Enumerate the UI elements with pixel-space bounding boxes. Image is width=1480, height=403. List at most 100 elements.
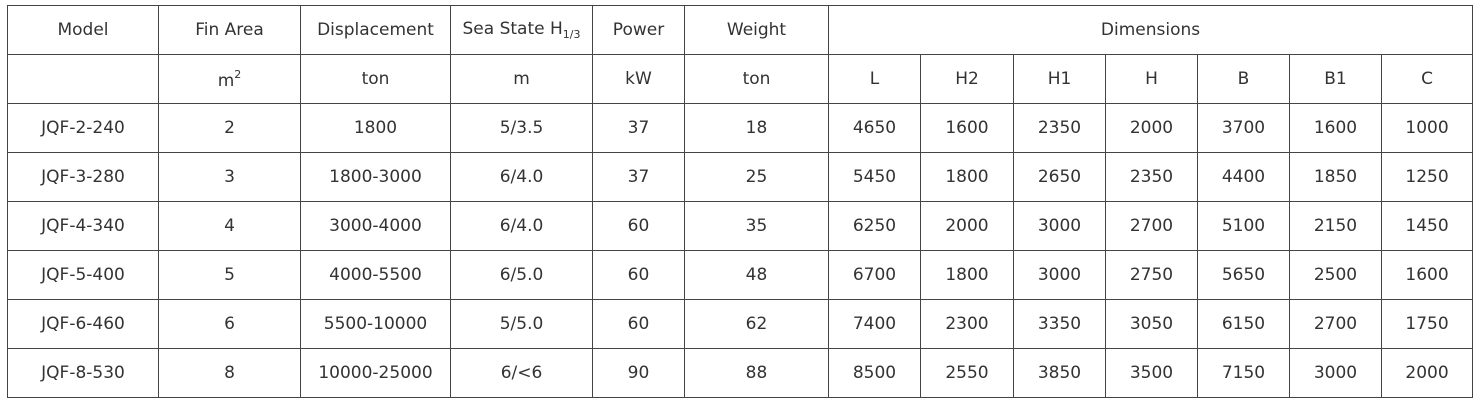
table-cell: 60: [592, 201, 685, 251]
table-cell: 1800-3000: [300, 152, 451, 202]
table-cell: 1000: [1380, 103, 1474, 153]
table-cell: 3000-4000: [300, 201, 451, 251]
table-cell: 2700: [1289, 299, 1382, 349]
table-cell: 3000: [1013, 250, 1106, 300]
header-model: Model: [7, 5, 159, 55]
table-cell: 5500-10000: [300, 299, 451, 349]
table-cell: 60: [592, 250, 685, 300]
header-sea-state: Sea State H1/3: [450, 5, 593, 55]
header-row: Model Fin Area Displacement Sea State H1…: [7, 5, 1474, 55]
table-cell: 60: [592, 299, 685, 349]
table-cell: JQF-4-340: [7, 201, 159, 251]
table-cell: 62: [684, 299, 829, 349]
table-cell: 7400: [828, 299, 921, 349]
table-cell: 7150: [1197, 348, 1290, 398]
table-cell: JQF-5-400: [7, 250, 159, 300]
table-cell: 6150: [1197, 299, 1290, 349]
dim-B: B: [1197, 54, 1290, 104]
fin-stabilizer-spec-table: Model Fin Area Displacement Sea State H1…: [7, 5, 1474, 398]
table-cell: 4400: [1197, 152, 1290, 202]
table-cell: 5/3.5: [450, 103, 593, 153]
table-cell: 2150: [1289, 201, 1382, 251]
table-cell: 2000: [920, 201, 1014, 251]
table-cell: 2700: [1105, 201, 1198, 251]
table-cell: 6/4.0: [450, 201, 593, 251]
table-cell: 2000: [1105, 103, 1198, 153]
table-cell: 1750: [1380, 299, 1474, 349]
table-cell: JQF-2-240: [7, 103, 159, 153]
table-cell: 2000: [1380, 348, 1474, 398]
table-cell: 3050: [1105, 299, 1198, 349]
dim-L: L: [828, 54, 921, 104]
table-row: JQF-6-460 6 5500-10000 5/5.0 60 62 7400 2300 335…: [7, 299, 1474, 349]
table-cell: 90: [592, 348, 685, 398]
table-cell: 2500: [1289, 250, 1382, 300]
table-cell: 88: [684, 348, 829, 398]
table-cell: 10000-25000: [300, 348, 451, 398]
table-cell: 3700: [1197, 103, 1290, 153]
table-cell: 1450: [1380, 201, 1474, 251]
table-cell: JQF-8-530: [7, 348, 159, 398]
dim-H: H: [1105, 54, 1198, 104]
table-cell: 3000: [1013, 201, 1106, 251]
table-cell: 1800: [920, 250, 1014, 300]
table-cell: 6/<6: [450, 348, 593, 398]
table-cell: 5450: [828, 152, 921, 202]
table-cell: 8500: [828, 348, 921, 398]
unit-power: kW: [592, 54, 685, 104]
unit-model: [7, 54, 159, 104]
table-cell: 2: [158, 103, 301, 153]
header-dimensions: Dimensions: [827, 5, 1474, 55]
table-cell: 4000-5500: [300, 250, 451, 300]
table-cell: 6/4.0: [450, 152, 593, 202]
table-cell: 4650: [828, 103, 921, 153]
table-cell: JQF-6-460: [7, 299, 159, 349]
table-cell: 6/5.0: [450, 250, 593, 300]
header-power: Power: [592, 5, 685, 55]
table-cell: 35: [684, 201, 829, 251]
table-cell: 5100: [1197, 201, 1290, 251]
table-cell: 37: [592, 152, 685, 202]
dim-H1: H1: [1013, 54, 1106, 104]
header-weight: Weight: [684, 5, 829, 55]
unit-displacement: ton: [300, 54, 451, 104]
table-cell: 1600: [920, 103, 1014, 153]
table-cell: 2650: [1013, 152, 1106, 202]
table-cell: 3850: [1013, 348, 1106, 398]
table-cell: 6250: [828, 201, 921, 251]
table-cell: 6: [158, 299, 301, 349]
table-cell: 1600: [1289, 103, 1382, 153]
table-cell: 5/5.0: [450, 299, 593, 349]
table-cell: 5650: [1197, 250, 1290, 300]
table-cell: 1800: [300, 103, 451, 153]
table-cell: 4: [158, 201, 301, 251]
table-cell: 2550: [920, 348, 1014, 398]
table-cell: 2350: [1013, 103, 1106, 153]
table-cell: 1850: [1289, 152, 1382, 202]
table-cell: 3500: [1105, 348, 1198, 398]
table-cell: 2350: [1105, 152, 1198, 202]
table-cell: 18: [684, 103, 829, 153]
unit-weight: ton: [684, 54, 829, 104]
table-cell: 2300: [920, 299, 1014, 349]
table-cell: 8: [158, 348, 301, 398]
table-cell: 1600: [1380, 250, 1474, 300]
table-cell: 3: [158, 152, 301, 202]
table-cell: 37: [592, 103, 685, 153]
dim-C: C: [1380, 54, 1474, 104]
table-row: JQF-2-240 2 1800 5/3.5 37 18 4650 1600 2350 2000 3…: [7, 103, 1474, 153]
table-cell: 1800: [920, 152, 1014, 202]
table-row: JQF-8-530 8 10000-25000 6/<6 90 88 8500 2550 385…: [7, 348, 1474, 398]
unit-sea-state: m: [450, 54, 593, 104]
table-cell: 2750: [1105, 250, 1198, 300]
table-cell: 5: [158, 250, 301, 300]
units-row: m2 ton m kW ton L H2 H1 H B B1 C: [7, 54, 1474, 104]
table-row: JQF-5-400 5 4000-5500 6/5.0 60 48 6700 1800 3000…: [7, 250, 1474, 300]
table-row: JQF-3-280 3 1800-3000 6/4.0 37 25 5450 1800 2650…: [7, 152, 1474, 202]
dim-B1: B1: [1289, 54, 1382, 104]
table-cell: 3350: [1013, 299, 1106, 349]
table-cell: 25: [684, 152, 829, 202]
header-fin-area: Fin Area: [158, 5, 301, 55]
unit-fin-area: m2: [158, 54, 301, 104]
table-cell: JQF-3-280: [7, 152, 159, 202]
